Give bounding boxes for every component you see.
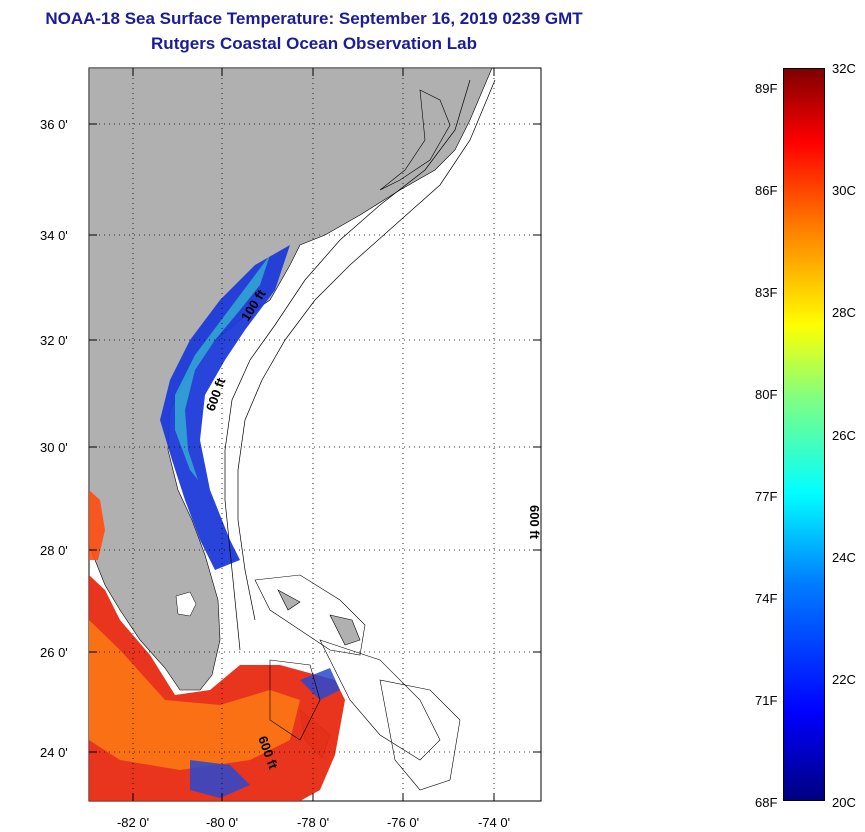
sst-patch-orange <box>89 620 300 770</box>
lon-tick-label: -80 0' <box>206 815 238 830</box>
lat-tick-label: 24 0' <box>40 745 68 760</box>
sst-patch-west <box>89 490 105 560</box>
lon-tick-label: -74 0' <box>478 815 510 830</box>
isobath-north <box>379 89 451 191</box>
fahrenheit-label: 83F <box>755 285 778 300</box>
fahrenheit-label: 71F <box>755 693 778 708</box>
fahrenheit-label: 68F <box>755 795 778 810</box>
fahrenheit-label: 74F <box>755 591 778 606</box>
celsius-label: 28C <box>832 305 856 320</box>
celsius-label: 32C <box>832 61 856 76</box>
lat-tick-label: 34 0' <box>40 228 68 243</box>
celsius-label: 22C <box>832 672 856 687</box>
celsius-label: 24C <box>832 550 856 565</box>
lat-tick-label: 32 0' <box>40 333 68 348</box>
map-title: NOAA-18 Sea Surface Temperature: Septemb… <box>45 9 583 28</box>
celsius-label: 30C <box>832 183 856 198</box>
fahrenheit-label: 77F <box>755 489 778 504</box>
sst-patch-cool-south <box>190 668 340 798</box>
map-subtitle: Rutgers Coastal Ocean Observation Lab <box>151 34 477 53</box>
sst-patch-green <box>175 255 270 480</box>
isobath-bahamas <box>254 574 461 791</box>
fahrenheit-label: 80F <box>755 387 778 402</box>
sst-patch-gulf-stream <box>160 245 290 570</box>
lat-tick-label: 30 0' <box>40 440 68 455</box>
fahrenheit-label: 89F <box>755 81 778 96</box>
temperature-colorbar <box>783 68 825 801</box>
isobath-100ft <box>224 79 471 651</box>
lat-tick-label: 36 0' <box>40 117 68 132</box>
isobath-label: 600 ft <box>527 505 542 540</box>
lon-tick-label: -78 0' <box>297 815 329 830</box>
fahrenheit-label: 86F <box>755 183 778 198</box>
lon-tick-label: -76 0' <box>387 815 419 830</box>
celsius-label: 26C <box>832 428 856 443</box>
lake-okeechobee <box>175 591 197 617</box>
celsius-label: 20C <box>832 795 856 810</box>
frame-ticks <box>89 68 541 801</box>
graticule <box>89 68 541 801</box>
lon-tick-label: -82 0' <box>117 815 149 830</box>
lat-tick-label: 28 0' <box>40 543 68 558</box>
lat-tick-label: 26 0' <box>40 645 68 660</box>
land-mainland <box>89 68 493 691</box>
